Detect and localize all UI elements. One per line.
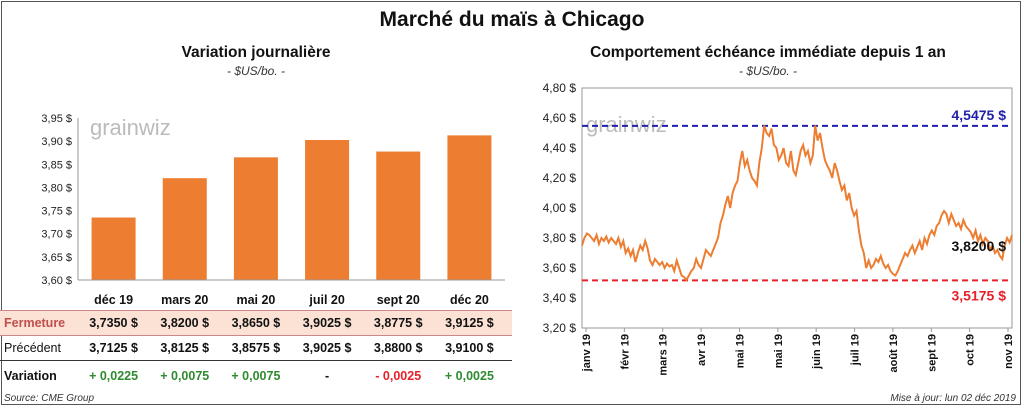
table-cell: 3,8800 $ [373,341,423,355]
bar-y-tick-label: 3,75 $ [41,206,72,218]
line-x-tick-label: févr 19 [619,334,631,369]
line-y-tick-label: 4,00 $ [543,201,577,215]
line-x-tick-label: mai 19 [734,334,746,368]
bar-y-tick-label: 3,80 $ [41,182,72,194]
bar-x-tick-label: déc 20 [450,293,489,307]
line-y-tick-label: 3,80 $ [543,231,577,245]
line-y-axis: 3,20 $ 3,40 $ 3,60 $ 3,80 $ 4,00 $ 4,20 $ 4,40… [543,81,1013,335]
table-cell: 3,9025 $ [302,316,352,330]
bar-x-tick-label: sept 20 [377,293,420,307]
right-panel-unit: - $US/bo. - [738,64,798,78]
bar [233,157,278,280]
line-x-tick-label: juil 19 [850,334,862,366]
bar [305,139,350,280]
line-x-tick-label: mars 19 [658,334,670,376]
bar [162,178,207,280]
table-cell: 3,9125 $ [445,316,494,330]
table-cell: 3,8775 $ [373,316,423,330]
line-y-tick-label: 3,60 $ [543,261,577,275]
bar-chart: 3,60 $ 3,65 $ 3,70 $ 3,75 $ 3,80 $ 3,85 $ 3,90… [41,113,505,307]
line-x-tick-label: janv 19 [581,334,593,372]
table-row-label: Fermeture [4,316,66,330]
table-cell: 3,9025 $ [302,341,352,355]
table-cell: + 0,0225 [89,369,139,383]
line-y-tick-label: 3,40 $ [543,291,577,305]
table-cell: 3,9100 $ [445,341,494,355]
line-x-tick-label: mai 19 [773,334,785,368]
bar-x-axis: déc 19 mars 20 mai 20 juil 20 sept 20 déc 20 [78,279,505,307]
line-chart: 3,20 $ 3,40 $ 3,60 $ 3,80 $ 4,00 $ 4,20 $ 4,40… [543,81,1015,376]
line-x-axis: janv 19 févr 19 mars 19 avr 19 mai 19 mai 19 j… [581,328,1015,376]
line-x-tick-label: avr 19 [696,334,708,366]
table-cell: + 0,0075 [160,369,210,383]
table-cell: - 0,0025 [375,369,422,383]
bar-y-tick-label: 3,90 $ [41,136,72,148]
bar [91,217,136,280]
line-x-tick-label: sept 19 [926,334,938,372]
bar-x-tick-label: juil 20 [308,293,344,307]
price-series-line [581,125,1013,282]
line-x-tick-label: nov 19 [1003,334,1015,369]
bar-y-tick-label: 3,95 $ [41,113,72,125]
bar [447,135,492,280]
bar [376,151,421,280]
support-label: 3,5175 $ [952,287,1007,303]
plot-area [581,87,1013,329]
table-cell: 3,7350 $ [89,316,138,330]
bar-series [91,135,492,280]
line-y-tick-label: 4,20 $ [543,171,577,185]
main-title: Marché du maïs à Chicago [379,8,645,31]
bar-y-tick-label: 3,85 $ [41,159,72,171]
bar-y-tick-label: 3,60 $ [41,275,72,287]
table-cell: + 0,0025 [444,369,494,383]
right-panel-title: Comportement échéance immédiate depuis 1… [590,44,946,61]
line-y-tick-label: 4,40 $ [543,141,577,155]
watermark-right: grainwiz [586,112,667,137]
line-y-tick-label: 3,20 $ [543,321,577,335]
bar-x-tick-label: mars 20 [161,293,208,307]
bar-x-tick-label: mai 20 [236,293,275,307]
line-y-tick-label: 4,80 $ [543,81,577,95]
table-cell: + 0,0075 [231,369,281,383]
bar-y-tick-label: 3,65 $ [41,252,72,264]
source-note: Source: CME Group [4,393,95,404]
table-cell: 3,8650 $ [231,316,281,330]
resistance-label: 4,5475 $ [952,107,1007,123]
table-cell: - [324,369,330,383]
table-row-label: Variation [4,369,57,383]
table-row: Fermeture 3,7350 $ 3,8200 $ 3,8650 $ 3,9025 … [0,310,512,336]
line-x-tick-label: juin 19 [811,334,823,370]
line-x-tick-label: oct 19 [965,334,977,366]
left-panel-unit: - $US/bo. - [226,64,286,78]
table-row-label: Précédent [4,341,61,355]
updated-note: Mise à jour: lun 02 déc 2019 [890,393,1016,404]
last-price-label: 3,8200 $ [952,238,1007,254]
line-x-tick-label: août 19 [888,334,900,373]
left-panel-title: Variation journalière [181,44,331,61]
price-table: Fermeture 3,7350 $ 3,8200 $ 3,8650 $ 3,9025 … [0,310,512,392]
bar-y-axis: 3,60 $ 3,65 $ 3,70 $ 3,75 $ 3,80 $ 3,85 $ 3,90… [41,113,79,287]
table-cell: 3,8575 $ [231,341,281,355]
table-cell: 3,8200 $ [160,316,210,330]
table-cell: 3,7125 $ [89,341,138,355]
table-row: Variation + 0,0225 + 0,0075 + 0,0075 - - 0,00… [0,364,512,388]
line-y-tick-label: 4,60 $ [543,111,577,125]
table-row: Précédent 3,7125 $ 3,8125 $ 3,8575 $ 3,9025 … [0,336,512,361]
watermark-left: grainwiz [90,115,171,140]
bar-x-tick-label: déc 19 [94,293,133,307]
table-cell: 3,8125 $ [160,341,210,355]
bar-y-tick-label: 3,70 $ [41,229,72,241]
